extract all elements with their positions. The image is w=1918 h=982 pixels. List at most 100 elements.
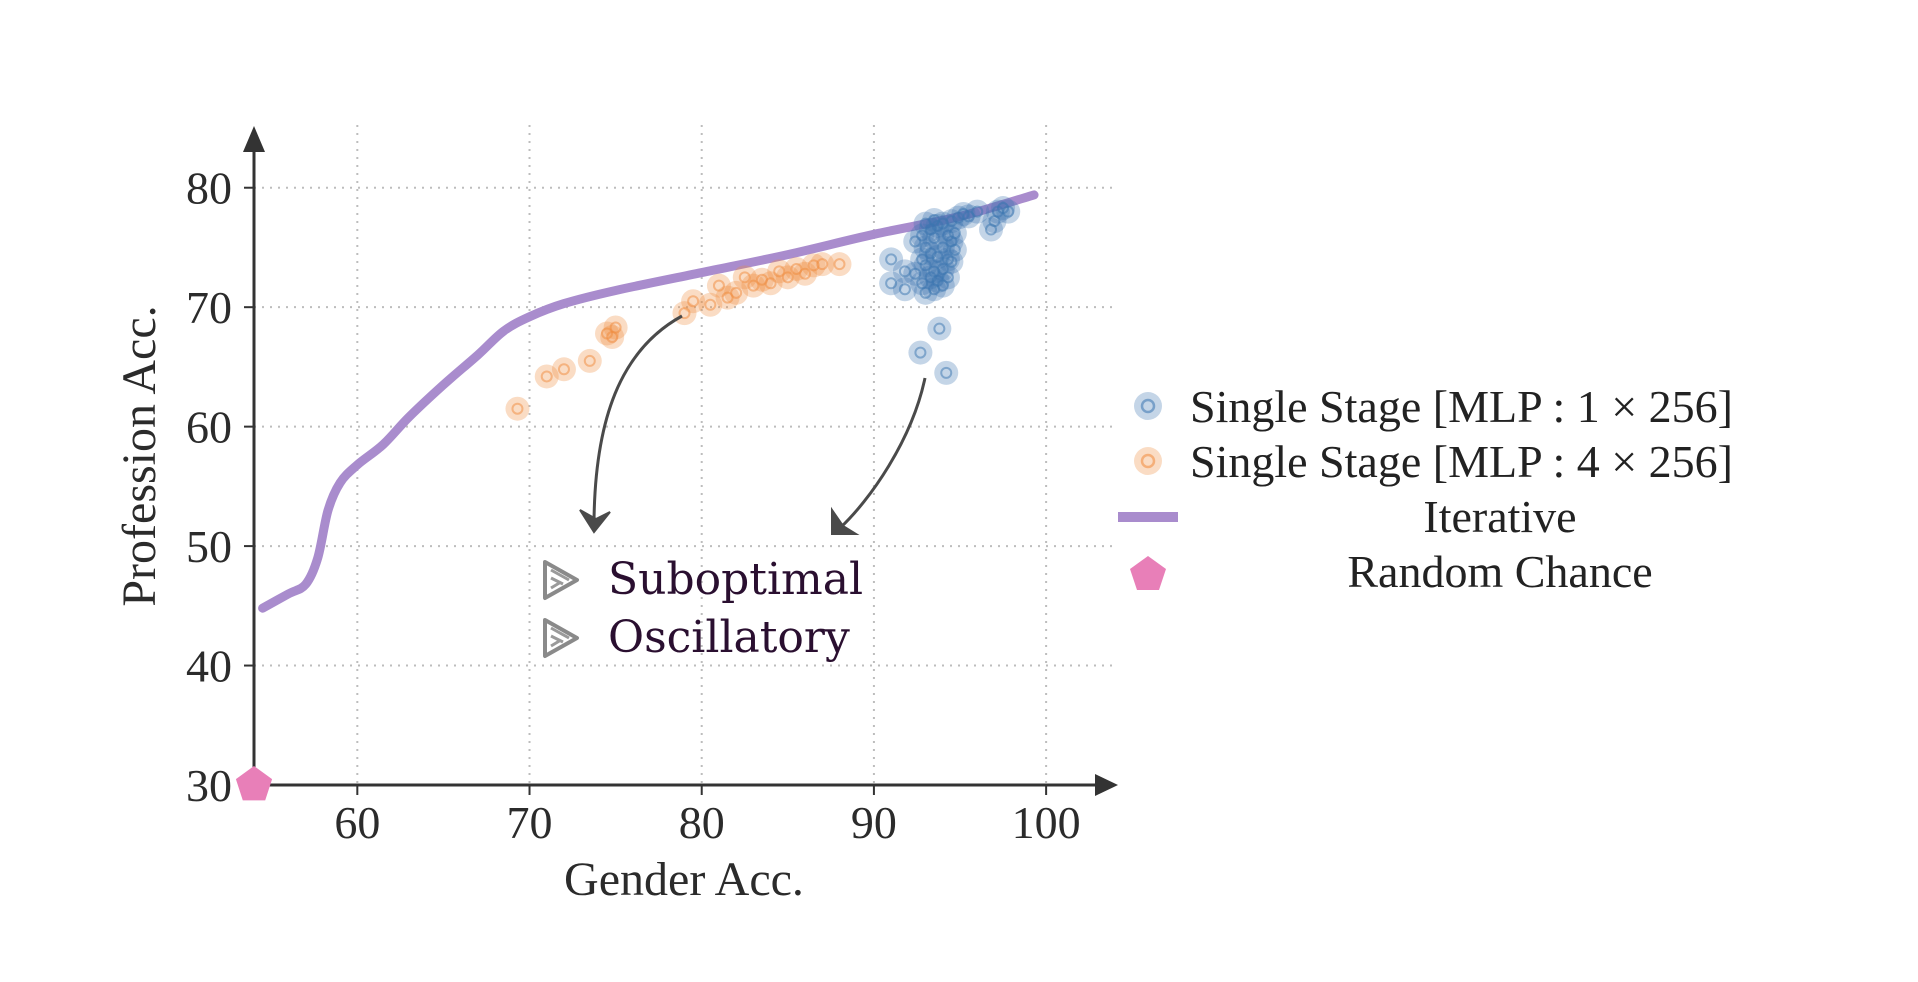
- orange-point-core: [773, 265, 786, 278]
- blue-point-core: [948, 227, 961, 240]
- blue-point-core: [936, 241, 949, 254]
- blue-point: [918, 265, 943, 290]
- y-tick-label: 30: [186, 760, 232, 811]
- orange-point-core: [704, 298, 717, 311]
- blue-point-core: [928, 231, 941, 244]
- blue-point: [913, 211, 938, 236]
- blue-point: [913, 280, 938, 305]
- blue-point: [939, 249, 964, 274]
- axes: [243, 126, 1118, 796]
- blue-point-core: [909, 267, 922, 280]
- legend: Single Stage [MLP : 1 × 256] Single Stag…: [1118, 381, 1733, 597]
- blue-point: [965, 199, 990, 224]
- legend-label-random-chance: Random Chance: [1347, 546, 1652, 597]
- x-tick-label: 80: [679, 797, 725, 848]
- y-axis-label: Profession Acc.: [113, 305, 166, 606]
- orange-point: [793, 261, 818, 286]
- annotations: Suboptimal Oscillatory: [543, 314, 927, 663]
- blue-point: [934, 360, 959, 385]
- iterative-line: [258, 190, 1039, 613]
- orange-point: [767, 259, 792, 284]
- triangle-icon: [543, 618, 579, 658]
- legend-item-single-stage-1x256: Single Stage [MLP : 1 × 256]: [1134, 381, 1733, 432]
- blue-point-core: [1002, 205, 1015, 218]
- blue-point: [922, 277, 947, 302]
- orange-point: [706, 273, 731, 298]
- legend-pentagon-random: [1130, 556, 1166, 590]
- orange-point-core: [781, 271, 794, 284]
- legend-marker-orange-core: [1140, 453, 1156, 469]
- legend-item-single-stage-4x256: Single Stage [MLP : 4 × 256]: [1134, 436, 1733, 487]
- blue-point: [985, 199, 1010, 224]
- orange-point-core: [799, 267, 812, 280]
- blue-point-core: [916, 253, 929, 266]
- x-tick-label: 70: [507, 797, 553, 848]
- blue-point: [918, 241, 943, 266]
- orange-point: [741, 273, 766, 298]
- x-axis-arrowhead: [1095, 774, 1118, 796]
- blue-point-core: [924, 247, 937, 260]
- blue-point-core: [933, 322, 946, 335]
- blue-point: [946, 205, 971, 230]
- blue-point: [956, 204, 981, 229]
- legend-label-iterative: Iterative: [1423, 491, 1576, 542]
- orange-point: [724, 280, 749, 305]
- blue-point-core: [909, 235, 922, 248]
- x-tick-label: 100: [1012, 797, 1081, 848]
- blue-point: [910, 247, 935, 272]
- blue-point: [930, 273, 955, 298]
- orange-point-core: [678, 307, 691, 320]
- orange-point: [595, 321, 620, 346]
- blue-point: [930, 235, 955, 260]
- blue-point: [910, 223, 935, 248]
- y-tick-label: 60: [186, 402, 232, 453]
- x-tick-label: 60: [334, 797, 380, 848]
- orange-point-core: [738, 271, 751, 284]
- y-tick-label: 70: [186, 282, 232, 333]
- orange-point: [534, 364, 559, 389]
- blue-point: [913, 253, 938, 278]
- legend-marker-orange: [1134, 447, 1162, 475]
- orange-point-core: [511, 402, 524, 415]
- suboptimal-arrowhead: [579, 509, 611, 534]
- blue-point-core: [945, 215, 958, 228]
- blue-point: [879, 247, 904, 272]
- legend-item-random-chance: Random Chance: [1130, 546, 1653, 597]
- orange-point: [505, 396, 530, 421]
- blue-point: [942, 237, 967, 262]
- blue-point: [879, 271, 904, 296]
- legend-label-single-stage-4x256: Single Stage [MLP : 4 × 256]: [1190, 436, 1733, 487]
- blue-point: [939, 209, 964, 234]
- blue-point-core: [936, 279, 949, 292]
- single-stage-1x256-series: [879, 196, 1021, 385]
- legend-item-iterative: Iterative: [1118, 491, 1577, 542]
- blue-point-core: [924, 271, 937, 284]
- blue-point: [979, 217, 1004, 242]
- blue-point-core: [948, 243, 961, 256]
- orange-point: [681, 289, 706, 314]
- orange-point: [698, 292, 723, 317]
- annotation-oscillatory: Oscillatory: [608, 612, 850, 663]
- blue-point-core: [919, 259, 932, 272]
- blue-point: [930, 256, 955, 281]
- blue-point-core: [941, 229, 954, 242]
- x-axis-label: Gender Acc.: [564, 853, 804, 906]
- blue-point: [892, 277, 917, 302]
- orange-point: [810, 252, 835, 277]
- blue-point: [935, 265, 960, 290]
- orange-point-core: [557, 363, 570, 376]
- random-chance-marker: [235, 766, 273, 801]
- y-tick-label: 80: [186, 163, 232, 214]
- blue-point-core: [940, 366, 953, 379]
- orange-point: [758, 271, 783, 296]
- iterative-series: [258, 190, 1039, 613]
- random-chance-series: [235, 766, 273, 801]
- legend-marker-blue: [1134, 392, 1162, 420]
- orange-point: [749, 267, 774, 292]
- blue-point-core: [941, 271, 954, 284]
- blue-point: [939, 229, 964, 254]
- legend-label-single-stage-1x256: Single Stage [MLP : 1 × 256]: [1190, 381, 1733, 432]
- blue-point: [991, 196, 1016, 221]
- orange-point: [577, 348, 602, 373]
